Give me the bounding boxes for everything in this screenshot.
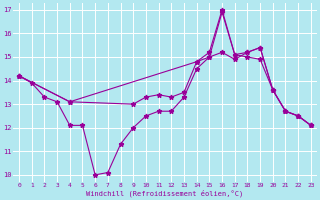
X-axis label: Windchill (Refroidissement éolien,°C): Windchill (Refroidissement éolien,°C) <box>86 190 244 197</box>
